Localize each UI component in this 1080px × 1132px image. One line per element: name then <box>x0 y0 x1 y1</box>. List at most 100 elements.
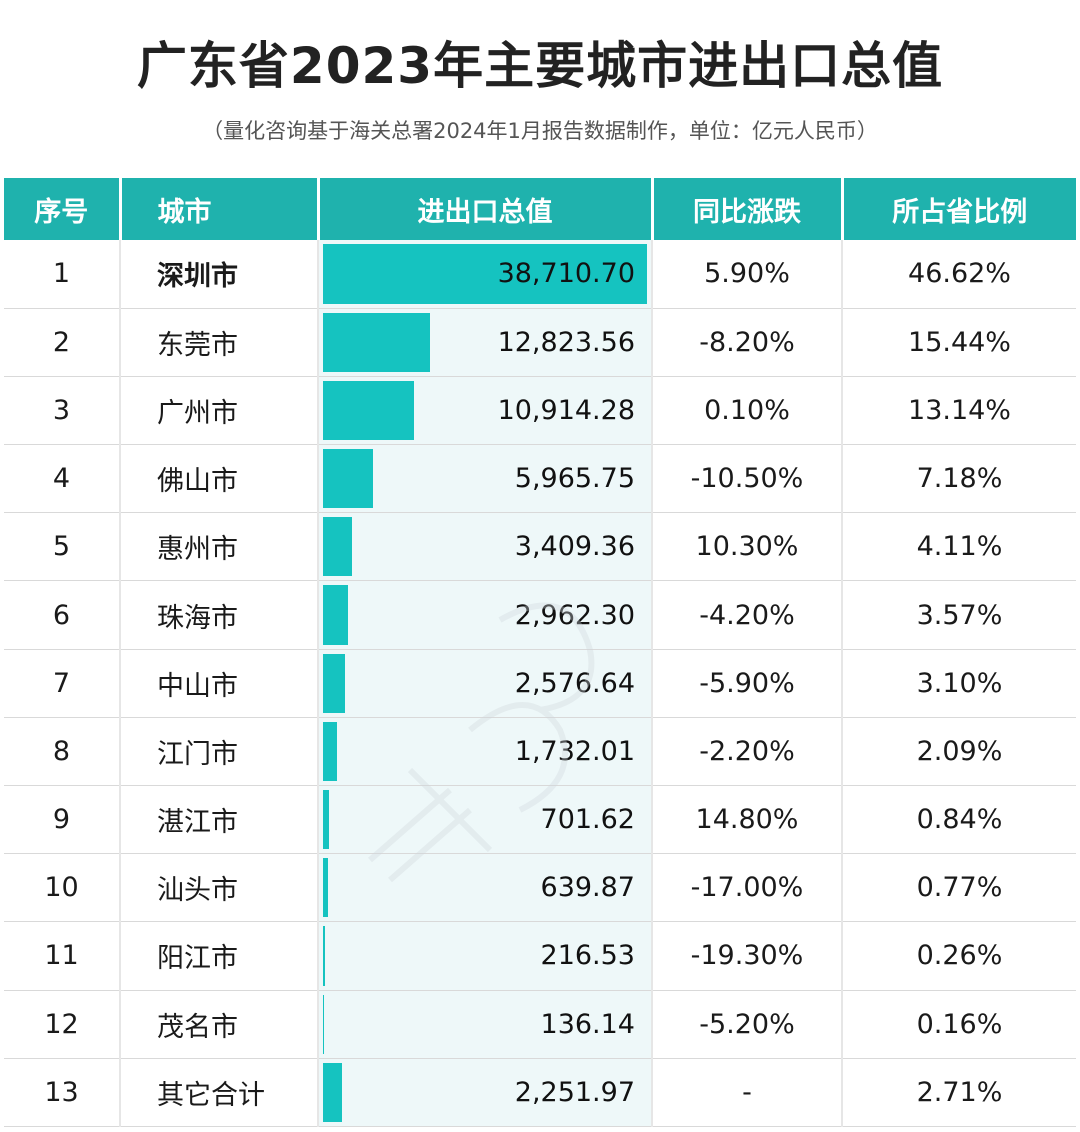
row-share: 0.84% <box>842 785 1076 855</box>
row-city: 广州市 <box>120 376 319 446</box>
table-row: 8 江门市 1,732.01 -2.20% 2.09% <box>4 717 1076 787</box>
row-city: 阳江市 <box>120 921 319 991</box>
chart-subtitle: （量化咨询基于海关总署2024年1月报告数据制作，单位：亿元人民币） <box>202 119 878 143</box>
row-index: 4 <box>4 444 121 514</box>
table-row: 1 深圳市 38,710.70 5.90% 46.62% <box>4 240 1076 309</box>
row-total-cell: 136.14 <box>318 990 653 1059</box>
row-yoy: -10.50% <box>652 444 843 514</box>
data-bar <box>323 994 325 1054</box>
row-yoy: - <box>652 1058 843 1127</box>
table-row: 10 汕头市 639.87 -17.00% 0.77% <box>4 853 1076 923</box>
row-city: 其它合计 <box>120 1058 319 1127</box>
row-yoy: -17.00% <box>652 853 843 923</box>
row-city: 中山市 <box>120 649 319 718</box>
row-share: 2.09% <box>842 717 1076 787</box>
data-bar <box>323 858 329 918</box>
table-row: 6 珠海市 2,962.30 -4.20% 3.57% <box>4 580 1076 650</box>
header-city: 城市 <box>120 178 320 240</box>
row-index: 6 <box>4 580 121 650</box>
data-bar <box>323 449 373 509</box>
table-row: 11 阳江市 216.53 -19.30% 0.26% <box>4 921 1076 991</box>
chart-title: 广东省2023年主要城市进出口总值 <box>136 37 944 95</box>
row-total-value: 2,251.97 <box>514 1076 635 1108</box>
row-share: 13.14% <box>842 376 1076 446</box>
row-index: 5 <box>4 512 121 582</box>
row-total-value: 12,823.56 <box>497 326 635 358</box>
row-index: 1 <box>4 240 121 309</box>
table-row: 13 其它合计 2,251.97-2.71% <box>4 1058 1076 1127</box>
row-total-value: 1,732.01 <box>514 735 635 767</box>
row-total-cell: 10,914.28 <box>318 376 653 446</box>
data-bar <box>323 585 348 645</box>
row-city: 珠海市 <box>120 580 319 650</box>
row-total-value: 2,576.64 <box>514 667 635 699</box>
row-total-cell: 2,576.64 <box>318 649 653 718</box>
row-city: 东莞市 <box>120 308 319 377</box>
row-total-cell: 701.62 <box>318 785 653 855</box>
data-bar <box>323 517 352 577</box>
table-row: 5 惠州市 3,409.36 10.30% 4.11% <box>4 512 1076 582</box>
row-share: 0.77% <box>842 853 1076 923</box>
table-header-row: 序号 城市 进出口总值 同比涨跌 所占省比例 <box>4 178 1076 240</box>
row-total-cell: 38,710.70 <box>318 240 653 309</box>
row-index: 9 <box>4 785 121 855</box>
row-yoy: 5.90% <box>652 240 843 309</box>
row-yoy: -5.20% <box>652 990 843 1059</box>
row-total-value: 136.14 <box>540 1008 635 1040</box>
row-total-cell: 1,732.01 <box>318 717 653 787</box>
header-share: 所占省比例 <box>842 178 1076 240</box>
row-share: 4.11% <box>842 512 1076 582</box>
row-city: 深圳市 <box>120 240 319 309</box>
data-bar <box>323 653 345 713</box>
row-total-value: 5,965.75 <box>514 463 635 495</box>
header-yoy: 同比涨跌 <box>652 178 844 240</box>
row-total-value: 38,710.70 <box>497 258 635 290</box>
table-row: 12 茂名市 136.14 -5.20% 0.16% <box>4 990 1076 1059</box>
row-total-cell: 5,965.75 <box>318 444 653 514</box>
row-city: 江门市 <box>120 717 319 787</box>
row-total-cell: 3,409.36 <box>318 512 653 582</box>
row-city: 茂名市 <box>120 990 319 1059</box>
row-total-value: 639.87 <box>540 872 635 904</box>
row-index: 11 <box>4 921 121 991</box>
table-row: 3 广州市 10,914.28 0.10% 13.14% <box>4 376 1076 446</box>
header-index: 序号 <box>4 178 122 240</box>
row-yoy: -2.20% <box>652 717 843 787</box>
table-row: 7 中山市 2,576.64 -5.90% 3.10% <box>4 649 1076 718</box>
data-bar <box>323 721 338 781</box>
row-yoy: -19.30% <box>652 921 843 991</box>
row-share: 7.18% <box>842 444 1076 514</box>
row-total-value: 701.62 <box>540 804 635 836</box>
row-index: 10 <box>4 853 121 923</box>
row-total-cell: 216.53 <box>318 921 653 991</box>
row-index: 3 <box>4 376 121 446</box>
data-bar <box>323 926 325 986</box>
data-bar <box>323 380 415 441</box>
table-row: 4 佛山市 5,965.75 -10.50% 7.18% <box>4 444 1076 514</box>
row-yoy: 0.10% <box>652 376 843 446</box>
table-row: 2 东莞市 12,823.56 -8.20% 15.44% <box>4 308 1076 377</box>
row-share: 15.44% <box>842 308 1076 377</box>
row-share: 46.62% <box>842 240 1076 309</box>
row-total-value: 3,409.36 <box>514 531 635 563</box>
row-yoy: -8.20% <box>652 308 843 377</box>
row-share: 0.16% <box>842 990 1076 1059</box>
row-total-cell: 2,962.30 <box>318 580 653 650</box>
table-body: 1 深圳市 38,710.70 5.90% 46.62% 2 东莞市 12,823.56 -8.… <box>4 240 1076 1127</box>
row-yoy: -4.20% <box>652 580 843 650</box>
row-city: 湛江市 <box>120 785 319 855</box>
row-yoy: 10.30% <box>652 512 843 582</box>
row-index: 7 <box>4 649 121 718</box>
row-index: 8 <box>4 717 121 787</box>
data-bar <box>323 244 647 304</box>
row-index: 12 <box>4 990 121 1059</box>
row-index: 13 <box>4 1058 121 1127</box>
data-bar <box>323 1062 342 1122</box>
data-bar <box>323 312 431 372</box>
row-share: 2.71% <box>842 1058 1076 1127</box>
row-share: 3.57% <box>842 580 1076 650</box>
row-yoy: -5.90% <box>652 649 843 718</box>
row-yoy: 14.80% <box>652 785 843 855</box>
row-total-value: 10,914.28 <box>497 394 635 426</box>
row-index: 2 <box>4 308 121 377</box>
